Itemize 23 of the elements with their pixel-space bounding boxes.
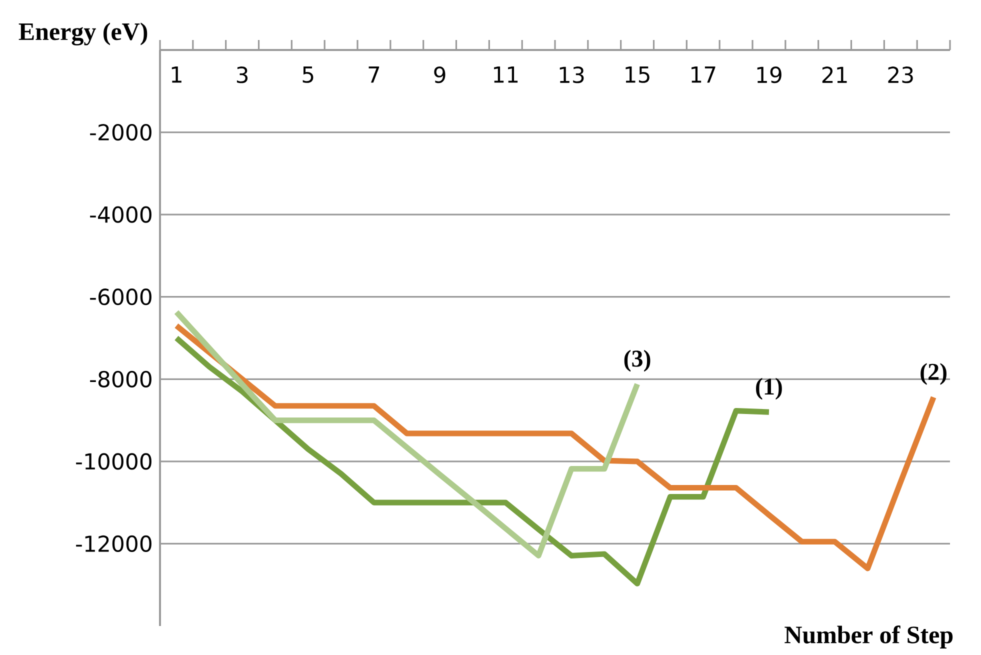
y-tick-label: -4000 <box>90 206 152 223</box>
series-label: (3) <box>624 350 650 372</box>
x-tick-label: 7 <box>368 66 380 83</box>
x-tick-label: 13 <box>560 66 584 84</box>
x-tick-label: 5 <box>302 66 314 83</box>
y-axis-title: Energy (eV) <box>18 22 148 46</box>
x-tick-label: 11 <box>494 66 518 83</box>
x-tick-label: 1 <box>172 66 182 83</box>
x-tick-label: 19 <box>757 66 782 84</box>
y-tick-label: -6000 <box>90 288 152 306</box>
y-tick-label: -8000 <box>90 370 152 388</box>
y-tick-label: -2000 <box>90 124 152 141</box>
y-tick-label: -12000 <box>76 535 152 552</box>
series-label: (1) <box>756 378 782 400</box>
x-tick-label: 21 <box>822 66 847 83</box>
x-tick-label: 3 <box>236 66 248 84</box>
x-tick-label: 15 <box>626 66 650 83</box>
x-tick-label: 9 <box>434 66 446 84</box>
x-tick-label: 23 <box>888 66 913 84</box>
x-axis-title: Number of Step <box>784 626 953 648</box>
x-tick-label: 17 <box>692 66 716 83</box>
y-tick-label: -10000 <box>76 453 152 470</box>
series-label: (2) <box>920 363 946 385</box>
